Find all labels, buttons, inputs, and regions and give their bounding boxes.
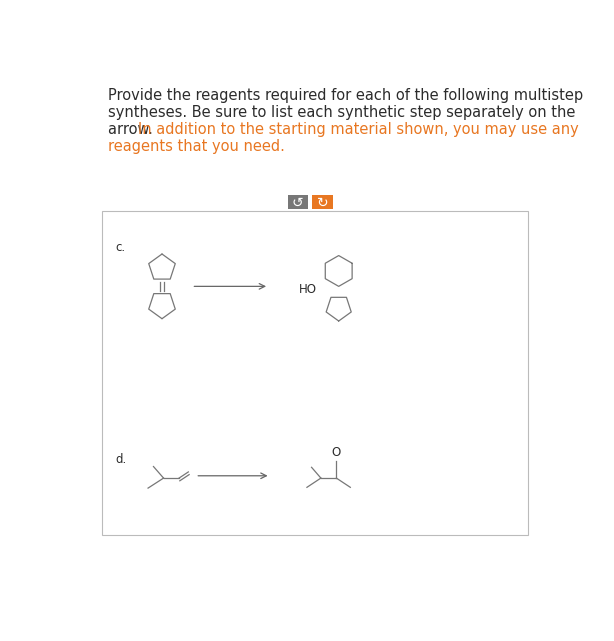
Text: HO: HO xyxy=(299,283,317,296)
Text: c.: c. xyxy=(115,241,126,254)
Text: In addition to the starting material shown, you may use any: In addition to the starting material sho… xyxy=(138,122,579,137)
Bar xyxy=(287,196,308,210)
Text: Provide the reagents required for each of the following multistep: Provide the reagents required for each o… xyxy=(107,88,583,103)
Bar xyxy=(313,196,333,210)
Text: arrow.: arrow. xyxy=(107,122,157,137)
Text: O: O xyxy=(332,446,341,459)
Text: syntheses. Be sure to list each synthetic step separately on the: syntheses. Be sure to list each syntheti… xyxy=(107,105,575,121)
Text: ↺: ↺ xyxy=(292,196,303,210)
Text: ↻: ↻ xyxy=(317,196,328,210)
Bar xyxy=(101,211,528,535)
Text: d.: d. xyxy=(115,453,126,467)
Text: reagents that you need.: reagents that you need. xyxy=(107,139,285,154)
